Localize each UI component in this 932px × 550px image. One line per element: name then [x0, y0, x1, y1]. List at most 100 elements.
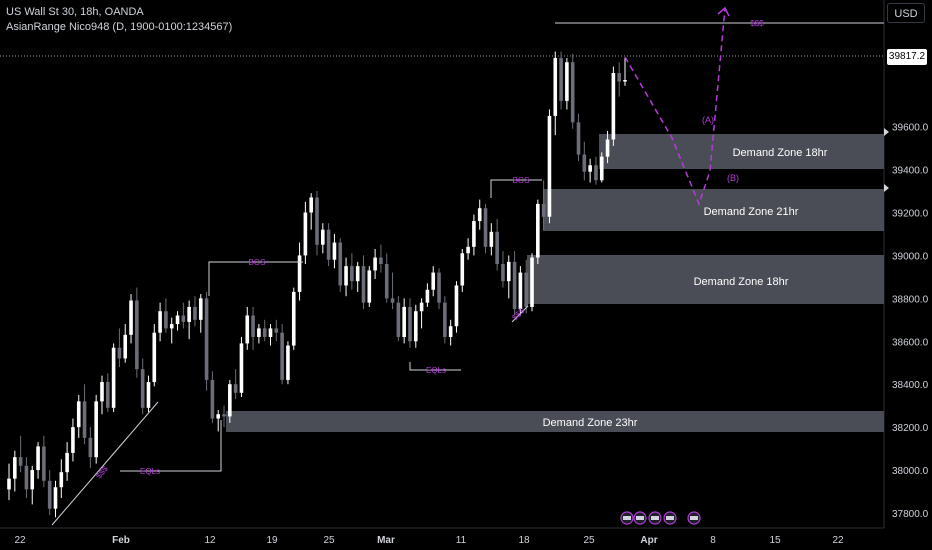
candle-down[interactable] [326, 229, 331, 260]
candle-down[interactable] [181, 315, 186, 322]
candle-down[interactable] [559, 57, 563, 101]
candle-down[interactable] [524, 272, 529, 307]
candle-down[interactable] [164, 311, 168, 329]
candle-down[interactable] [88, 437, 93, 458]
candle-down[interactable] [82, 401, 87, 438]
candle-up[interactable] [477, 208, 482, 222]
candle-up[interactable] [94, 401, 98, 458]
candle-down[interactable] [222, 414, 226, 417]
candle-down[interactable] [204, 298, 209, 380]
candle-up[interactable] [605, 139, 610, 157]
candle-down[interactable] [47, 480, 52, 509]
candle-down[interactable] [135, 300, 139, 370]
candle-down[interactable] [361, 266, 366, 303]
candle-up[interactable] [111, 347, 116, 408]
candle-down[interactable] [233, 384, 238, 393]
candle-up[interactable] [402, 306, 406, 337]
candle-up[interactable] [466, 246, 470, 254]
candle-up[interactable] [216, 414, 221, 419]
candle-down[interactable] [570, 62, 575, 123]
price-axis[interactable]: 37800.0 38000.0 38200.0 38400.0 38600.0 38800… [892, 123, 929, 520]
candle-down[interactable] [18, 457, 23, 466]
candle-up[interactable] [129, 300, 133, 335]
demand-zone-18hr-upper[interactable] [599, 134, 884, 169]
candle-down[interactable] [582, 154, 587, 172]
candle-down[interactable] [117, 347, 122, 359]
candle-up[interactable] [518, 272, 523, 310]
candle-up[interactable] [65, 452, 69, 473]
candle-up[interactable] [187, 306, 191, 322]
candle-up[interactable] [123, 334, 128, 359]
candle-down[interactable] [495, 231, 499, 264]
candle-down[interactable] [280, 332, 284, 380]
candle-up[interactable] [454, 285, 459, 327]
candle-up[interactable] [30, 470, 35, 490]
candle-up[interactable] [297, 255, 302, 292]
candle-up[interactable] [303, 212, 308, 256]
candle-up[interactable] [460, 253, 465, 286]
candle-up[interactable] [472, 221, 476, 247]
candle-up[interactable] [623, 80, 627, 82]
candle-down[interactable] [384, 264, 389, 299]
candle-up[interactable] [36, 446, 40, 471]
candle-up[interactable] [309, 197, 313, 213]
candle-up[interactable] [146, 382, 151, 408]
candle-down[interactable] [501, 264, 505, 282]
candle-up[interactable] [152, 332, 157, 383]
candle-up[interactable] [257, 328, 261, 337]
candle-down[interactable] [193, 306, 197, 320]
candle-up[interactable] [228, 384, 232, 417]
candle-down[interactable] [274, 328, 279, 333]
candle-up[interactable] [588, 165, 592, 172]
candle-up[interactable] [489, 231, 494, 247]
candle-up[interactable] [506, 261, 511, 282]
candle-down[interactable] [105, 382, 110, 408]
demand-zone-21hr[interactable] [543, 189, 884, 231]
candle-up[interactable] [344, 266, 348, 286]
candle-up[interactable] [355, 266, 360, 282]
candle-up[interactable] [413, 311, 418, 342]
candle-down[interactable] [390, 298, 395, 303]
candle-down[interactable] [576, 122, 581, 155]
candle-down[interactable] [379, 257, 383, 264]
candle-up[interactable] [611, 72, 616, 140]
currency-button[interactable]: USD [887, 3, 925, 23]
candle-down[interactable] [42, 446, 46, 481]
candle-down[interactable] [617, 72, 621, 82]
candle-up[interactable] [448, 326, 453, 337]
candle-up[interactable] [431, 272, 436, 290]
demand-zone-23hr[interactable] [226, 411, 884, 432]
candle-up[interactable] [321, 229, 325, 245]
candle-down[interactable] [483, 208, 488, 247]
candle-up[interactable] [158, 311, 162, 333]
candle-down[interactable] [338, 242, 343, 286]
candle-up[interactable] [13, 457, 17, 479]
candle-down[interactable] [437, 272, 441, 303]
demand-zone-18hr-lower[interactable] [527, 255, 884, 304]
candle-up[interactable] [367, 270, 372, 303]
candle-up[interactable] [599, 156, 604, 181]
candle-up[interactable] [291, 291, 296, 346]
candle-up[interactable] [53, 487, 58, 509]
candle-up[interactable] [373, 257, 377, 271]
candle-up[interactable] [332, 242, 337, 260]
candle-up[interactable] [419, 302, 424, 312]
time-axis[interactable]: 22 Feb 12 19 25 Mar 11 18 25 Apr 8 15 22 [14, 535, 844, 546]
candle-up[interactable] [268, 328, 273, 337]
candle-up[interactable] [553, 57, 558, 116]
candle-down[interactable] [210, 379, 215, 419]
candle-down[interactable] [594, 165, 598, 181]
candle-up[interactable] [59, 472, 64, 488]
candle-down[interactable] [408, 306, 412, 342]
candle-down[interactable] [315, 197, 319, 245]
candle-up[interactable] [565, 62, 569, 101]
candle-up[interactable] [425, 289, 430, 303]
candle-down[interactable] [350, 266, 354, 282]
candle-down[interactable] [541, 203, 546, 217]
candle-up[interactable] [175, 315, 180, 325]
candle-down[interactable] [140, 369, 145, 408]
candle-up[interactable] [536, 203, 540, 258]
candle-down[interactable] [251, 315, 255, 337]
candle-up[interactable] [547, 115, 552, 217]
indicator-legend[interactable]: AsianRange Nico948 (D, 1900-0100:1234567… [6, 21, 233, 33]
